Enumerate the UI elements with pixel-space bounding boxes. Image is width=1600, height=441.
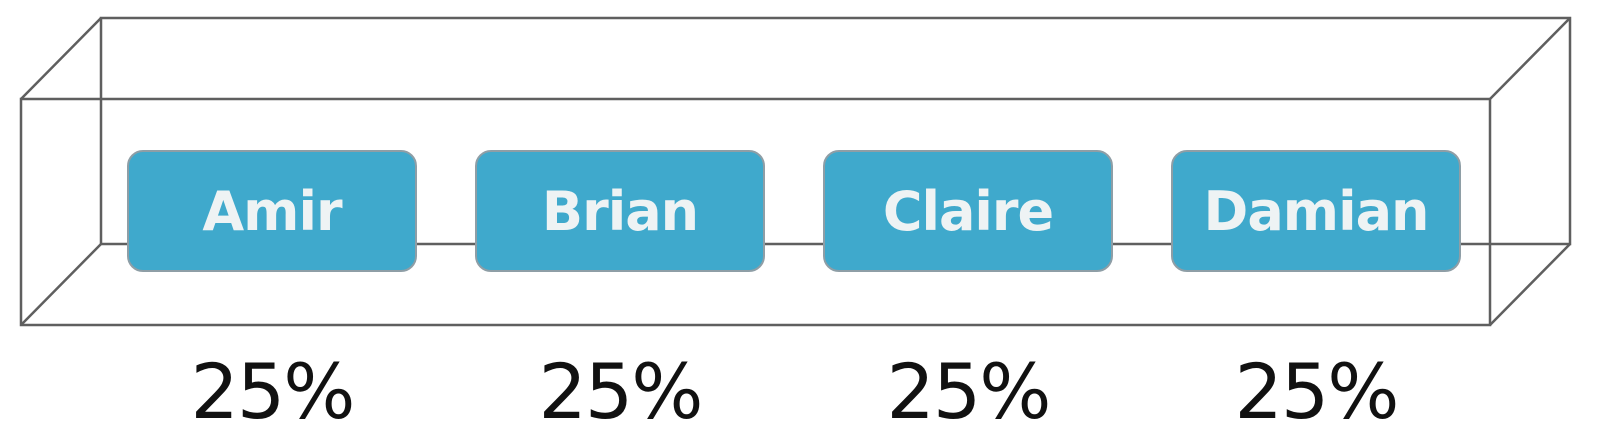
person-name: Amir (202, 179, 342, 243)
person-name: Claire (882, 179, 1054, 243)
person-card-claire: Claire (823, 150, 1113, 272)
share-label-claire: 25% (886, 347, 1052, 436)
person-name: Brian (541, 179, 699, 243)
person-card-amir: Amir (127, 150, 417, 272)
share-label-amir: 25% (190, 347, 356, 436)
share-label-brian: 25% (538, 347, 704, 436)
box-edge-top-right (1489, 17, 1571, 100)
person-card-brian: Brian (475, 150, 765, 272)
share-label-damian: 25% (1234, 347, 1400, 436)
box-edge-top-left (20, 17, 102, 100)
box-front-face (19, 97, 1492, 327)
person-card-damian: Damian (1171, 150, 1461, 272)
box-edge-bottom-right (1489, 243, 1571, 326)
box-edge-bottom-left (20, 243, 102, 326)
person-name: Damian (1203, 179, 1430, 243)
